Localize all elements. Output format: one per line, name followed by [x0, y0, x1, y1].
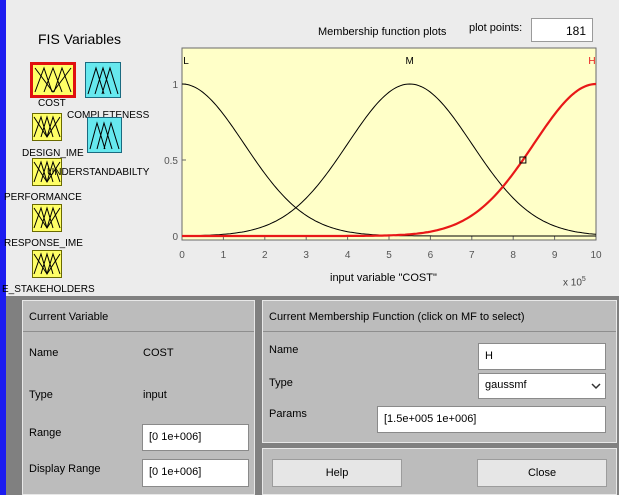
cv-range-label: Range	[29, 427, 62, 439]
current-mf-panel: Current Membership Function (click on MF…	[262, 300, 617, 443]
x-axis-exponent: x 105	[563, 276, 586, 289]
mf-label-H: H	[588, 56, 595, 67]
var-icon-completeness[interactable]	[85, 62, 121, 98]
y-tick-label: 0.5	[164, 156, 178, 167]
cv-display-range-label: Display Range	[29, 463, 101, 475]
var-label-understandability: UNDERSTANDABILTY	[47, 167, 150, 178]
x-tick-label: 6	[428, 250, 434, 261]
help-button[interactable]: Help	[272, 459, 402, 487]
mf-name-label: Name	[269, 344, 299, 356]
plot-points-label: plot points:	[469, 22, 523, 34]
var-icon-design-time[interactable]	[32, 113, 62, 141]
divider	[263, 331, 616, 332]
current-variable-header: Current Variable	[29, 311, 109, 323]
mf-label-L: L	[183, 56, 189, 67]
button-panel: Help Close	[262, 448, 617, 495]
plot-area	[181, 47, 597, 241]
fis-variables-title: FIS Variables	[38, 31, 121, 47]
mf-curves	[181, 82, 597, 238]
mf-label-M: M	[406, 56, 414, 67]
cv-display-range-input[interactable]: [0 1e+006]	[142, 459, 249, 487]
membership-function-plot[interactable]: 0 1 2 3 4 5 6 7 8 9 10 0 0.5 1 L M H	[150, 44, 610, 296]
mf-plot-title: Membership function plots	[318, 26, 447, 38]
y-tick-label: 1	[172, 80, 178, 91]
x-tick-label: 2	[262, 250, 268, 261]
cv-type-label: Type	[29, 389, 53, 401]
var-label-response-time: RESPONSE_IME	[4, 238, 83, 249]
x-tick-label: 10	[590, 250, 602, 261]
var-icon-performance[interactable]	[32, 204, 62, 232]
x-tick-label: 8	[510, 250, 516, 261]
var-icon-response-time[interactable]	[32, 250, 62, 278]
mf-handle	[519, 156, 527, 164]
var-icon-understandability[interactable]	[87, 117, 122, 153]
var-label-design-time: DESIGN_IME	[22, 148, 84, 159]
x-tick-label: 4	[345, 250, 351, 261]
var-label-cost: COST	[38, 98, 66, 109]
chevron-down-icon[interactable]	[587, 374, 605, 399]
x-tick-label: 0	[179, 250, 185, 261]
mf-params-input[interactable]: [1.5e+005 1e+006]	[377, 406, 606, 433]
y-tick-label: 0	[172, 232, 178, 243]
var-label-stakeholders: E_STAKEHOLDERS	[2, 284, 95, 295]
var-icon-design-time-2[interactable]	[32, 158, 62, 186]
mf-params-label: Params	[269, 408, 307, 420]
cv-range-input[interactable]: [0 1e+006]	[142, 424, 249, 451]
var-label-completeness: COMPLETENESS	[67, 110, 150, 121]
mf-type-label: Type	[269, 377, 293, 389]
cv-type-value: input	[143, 389, 167, 401]
x-tick-label: 3	[303, 250, 309, 261]
mf-type-select[interactable]: gaussmf	[478, 373, 606, 399]
x-tick-label: 1	[221, 250, 227, 261]
x-tick-label: 7	[469, 250, 475, 261]
mf-name-input[interactable]: H	[478, 343, 606, 370]
current-variable-panel: Current Variable Name COST Type input Ra…	[22, 300, 255, 495]
mf-curve-M	[182, 83, 597, 237]
current-mf-header: Current Membership Function (click on MF…	[269, 311, 525, 323]
cv-name-label: Name	[29, 347, 59, 359]
close-button[interactable]: Close	[477, 459, 607, 487]
x-tick-label: 5	[386, 250, 392, 261]
window-edge	[0, 0, 6, 495]
cv-name-value: COST	[143, 347, 174, 359]
divider	[23, 331, 254, 332]
x-axis-title: input variable "COST"	[330, 272, 437, 284]
x-tick-label: 9	[552, 250, 558, 261]
mf-type-value: gaussmf	[485, 379, 527, 391]
var-icon-cost[interactable]	[30, 62, 76, 98]
mf-curve-H	[182, 82, 597, 238]
var-label-performance: PERFORMANCE	[4, 192, 82, 203]
plot-points-input[interactable]: 181	[531, 18, 593, 42]
